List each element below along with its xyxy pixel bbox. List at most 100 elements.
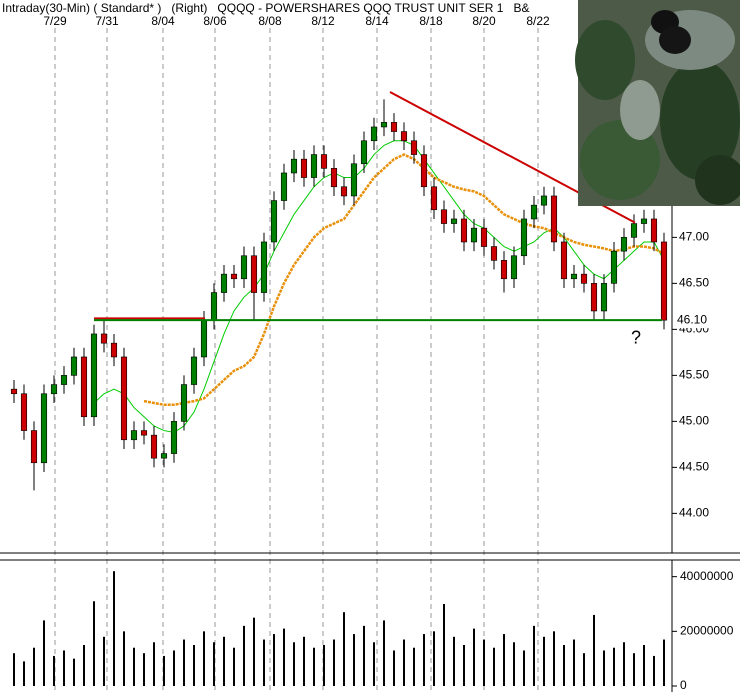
candle-body	[650, 218, 658, 243]
candle-body	[590, 283, 598, 312]
volume-bar	[533, 625, 535, 686]
x-tick-label: 8/12	[311, 14, 335, 28]
volume-bar	[143, 653, 145, 686]
y-tick-label: 44.50	[679, 460, 709, 474]
volume-bar	[223, 636, 225, 686]
y-tick-label: 40000000	[680, 569, 734, 583]
volume-bar	[373, 642, 375, 686]
x-tick-label: 8/14	[365, 14, 389, 28]
volume-bar	[283, 628, 285, 686]
candle-body	[170, 421, 178, 454]
volume-bar	[153, 642, 155, 686]
volume-bar	[503, 634, 505, 686]
y-tick-label: 45.00	[679, 414, 709, 428]
volume-bar	[633, 653, 635, 686]
volume-bar	[93, 601, 95, 686]
candle-body	[340, 186, 348, 197]
volume-bar	[513, 642, 515, 686]
volume-bar	[403, 639, 405, 686]
volume-bar	[433, 631, 435, 686]
volume-bar	[523, 650, 525, 686]
volume-bar	[213, 642, 215, 686]
candle-body	[560, 241, 568, 280]
volume-bar	[393, 650, 395, 686]
annotation: ?	[631, 327, 641, 347]
volume-bar	[113, 571, 115, 686]
volume-bar	[83, 645, 85, 686]
volume-bar	[123, 631, 125, 686]
volume-bar	[73, 658, 75, 686]
y-tick-label: 46.50	[679, 276, 709, 290]
x-tick-label: 7/31	[95, 14, 119, 28]
candle-body	[250, 255, 258, 293]
candle-body	[440, 209, 448, 224]
candle-body	[430, 186, 438, 211]
volume-bar	[53, 655, 55, 686]
volume-bar	[103, 636, 105, 686]
moving-average	[93, 140, 665, 433]
candle-body	[620, 237, 628, 252]
y-tick-label: 0	[680, 678, 687, 692]
volume-bar	[13, 653, 15, 686]
volume-bar	[543, 636, 545, 686]
volume-bar	[383, 620, 385, 686]
volume-bar	[573, 639, 575, 686]
candle-body	[140, 430, 148, 436]
chart-title: Intraday(30-Min) ( Standard* ) (Right) Q…	[2, 1, 529, 15]
candle-body	[540, 195, 548, 206]
volume-bar	[603, 650, 605, 686]
price-label-box	[674, 312, 714, 329]
candle-body	[510, 255, 518, 280]
candle-body	[150, 434, 158, 459]
candle-body	[230, 273, 238, 280]
candle-body	[460, 218, 468, 243]
candle-body	[160, 453, 168, 459]
candle-body	[50, 384, 58, 395]
candle-body	[330, 168, 338, 188]
candle-body	[200, 319, 208, 358]
volume-bar	[653, 655, 655, 686]
volume-bar	[303, 636, 305, 686]
volume-bar	[613, 647, 615, 686]
candle-body	[90, 333, 98, 418]
y-tick-label: 47.00	[679, 230, 709, 244]
candle-body	[270, 200, 278, 243]
volume-bar	[173, 650, 175, 686]
candle-body	[350, 163, 358, 197]
volume-bar	[33, 647, 35, 686]
volume-bar	[43, 620, 45, 686]
volume-bar	[23, 661, 25, 686]
x-tick-label: 8/06	[203, 14, 227, 28]
candle-body	[550, 195, 558, 243]
volume-bar	[443, 604, 445, 686]
volume-bar	[243, 625, 245, 686]
volume-bar	[193, 645, 195, 686]
volume-bar	[553, 631, 555, 686]
volume-bar	[423, 634, 425, 686]
candle-body	[380, 122, 388, 128]
candle-body	[300, 158, 308, 178]
candle-body	[410, 140, 418, 155]
volume-bar	[253, 617, 255, 686]
volume-bar	[313, 647, 315, 686]
volume-bar	[273, 634, 275, 686]
candle-body	[190, 356, 198, 385]
volume-bar	[563, 645, 565, 686]
candle-body	[640, 218, 648, 224]
candle-body	[490, 246, 498, 261]
volume-bar	[333, 639, 335, 686]
candle-body	[80, 356, 88, 418]
photo	[575, 0, 740, 206]
candle-body	[100, 333, 108, 344]
candle-body	[610, 250, 618, 284]
volume-bar	[363, 625, 365, 686]
volume-bar	[463, 645, 465, 686]
candle-body	[570, 273, 578, 280]
y-tick-label: 44.00	[679, 506, 709, 520]
volume-bar	[263, 639, 265, 686]
candle-body	[120, 356, 128, 441]
candle-body	[450, 218, 458, 224]
volume-bar	[163, 655, 165, 686]
candle-body	[520, 218, 528, 257]
volume-bar	[583, 653, 585, 686]
